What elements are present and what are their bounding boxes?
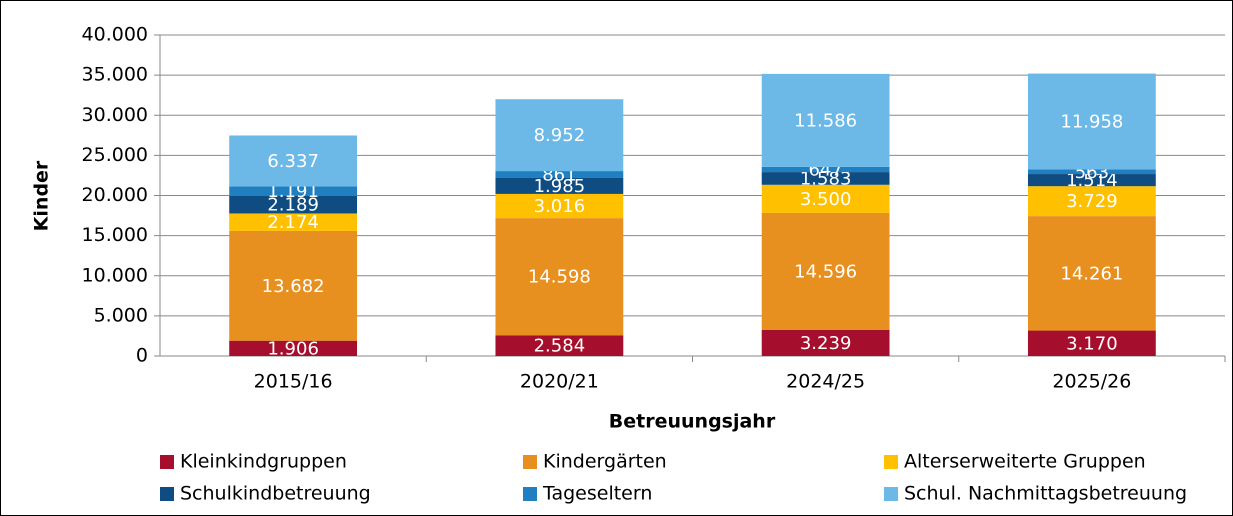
bar-segment <box>761 330 890 356</box>
legend-swatch <box>884 487 898 501</box>
x-tick-label: 2025/26 <box>1052 371 1131 393</box>
data-label: 3.170 <box>1066 333 1118 354</box>
bar-segment <box>1027 216 1156 331</box>
y-tick-label: 20.000 <box>82 184 148 206</box>
data-label: 2.174 <box>267 212 319 233</box>
data-label: 1.191 <box>267 181 319 202</box>
x-tick-label: 2024/25 <box>786 371 865 393</box>
bar-segment <box>229 230 358 341</box>
bar-segment <box>495 193 624 219</box>
data-label: 13.682 <box>262 276 325 297</box>
data-label: 2.584 <box>534 336 586 357</box>
bar-segment <box>761 212 890 331</box>
bar-segment <box>761 166 890 173</box>
bar-segment <box>229 213 358 231</box>
bar-segment <box>229 186 358 196</box>
bar-segment <box>495 218 624 336</box>
bar-segment <box>229 135 358 187</box>
data-label: 1.906 <box>267 338 319 359</box>
legend-label: Kindergärten <box>543 451 667 473</box>
bar-segment <box>495 171 624 178</box>
y-tick-label: 10.000 <box>82 264 148 286</box>
data-label: 2.189 <box>267 195 319 216</box>
y-tick-label: 15.000 <box>82 224 148 246</box>
data-label: 8.952 <box>534 125 586 146</box>
data-label: 1.583 <box>800 168 852 189</box>
data-label: 14.598 <box>528 267 591 288</box>
data-label: 1.514 <box>1066 170 1118 191</box>
data-label: 11.958 <box>1060 112 1123 133</box>
y-axis-label: Kinder <box>31 160 53 231</box>
bar-segment <box>761 73 890 167</box>
legend-label: Kleinkindgruppen <box>180 451 347 473</box>
legend-swatch <box>884 455 898 469</box>
data-label: 14.596 <box>794 261 857 282</box>
bar-segment <box>761 184 890 213</box>
bar-segment <box>1027 73 1156 170</box>
bar-segment <box>495 177 624 194</box>
data-label: 3.239 <box>800 333 852 354</box>
bar-segment <box>1027 186 1156 217</box>
data-label: 3.016 <box>534 196 586 217</box>
bar-segment <box>495 335 624 356</box>
legend-label: Tageseltern <box>542 483 652 505</box>
legend-swatch <box>523 455 537 469</box>
y-tick-label: 0 <box>136 345 148 367</box>
legend-label: Schul. Nachmittagsbetreuung <box>904 483 1187 505</box>
legend-label: Alterserweiterte Gruppen <box>904 451 1146 473</box>
legend-swatch <box>523 487 537 501</box>
bar-segment <box>229 340 358 356</box>
y-tick-label: 30.000 <box>82 104 148 126</box>
y-tick-label: 35.000 <box>82 64 148 86</box>
bar-segment <box>761 172 890 185</box>
bar-segment <box>1027 330 1156 356</box>
data-label: 6.337 <box>267 151 319 172</box>
data-label: 11.586 <box>794 110 857 131</box>
data-label: 14.261 <box>1060 263 1123 284</box>
data-label: 3.729 <box>1066 191 1118 212</box>
x-tick-label: 2020/21 <box>520 371 599 393</box>
legend-swatch <box>160 487 174 501</box>
legend-label: Schulkindbetreuung <box>180 483 371 505</box>
x-axis-label: Betreuungsjahr <box>609 411 776 433</box>
y-tick-label: 40.000 <box>82 24 148 46</box>
data-label: 3.500 <box>800 189 852 210</box>
bar-segment <box>1027 169 1156 175</box>
data-label: 1.985 <box>534 176 586 197</box>
y-tick-label: 5.000 <box>94 304 148 326</box>
bar-segment <box>1027 174 1156 187</box>
bar-segment <box>495 99 624 172</box>
bar-segment <box>229 195 358 214</box>
legend-swatch <box>160 455 174 469</box>
x-tick-label: 2015/16 <box>254 371 333 393</box>
y-tick-label: 25.000 <box>82 144 148 166</box>
